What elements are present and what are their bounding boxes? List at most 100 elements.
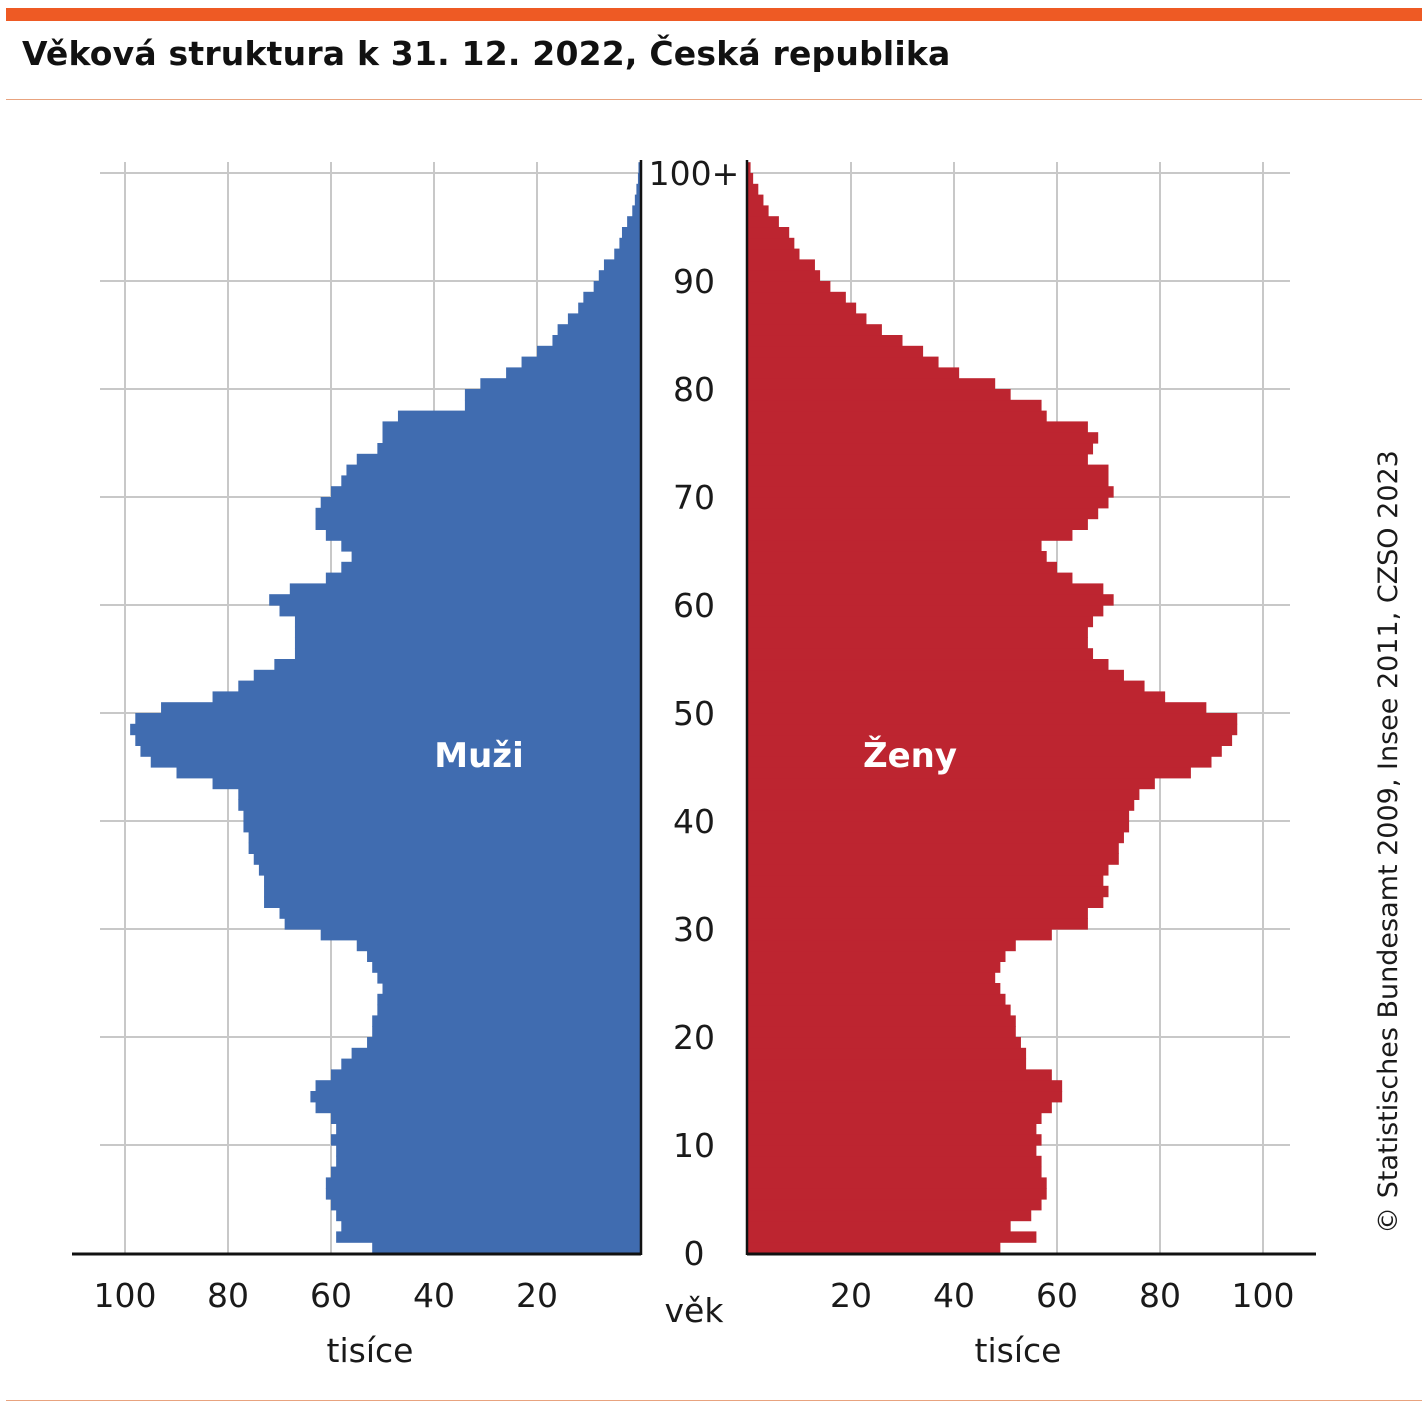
bar-male — [621, 227, 640, 239]
bar-male — [614, 248, 640, 260]
bar-male — [372, 1015, 640, 1027]
bar-male — [325, 529, 640, 541]
bar-male — [377, 993, 640, 1006]
bar-male — [367, 950, 640, 962]
bar-female — [748, 1101, 1052, 1114]
bar-male — [583, 291, 640, 304]
bar-female — [748, 821, 1130, 833]
bar-male — [150, 756, 640, 768]
bar-male — [377, 1004, 640, 1016]
bar-male — [284, 918, 640, 930]
bar-male — [382, 421, 640, 433]
bar-male — [382, 432, 640, 444]
bar-female — [748, 961, 1001, 973]
bar-male — [130, 723, 640, 736]
bar-female — [748, 345, 924, 358]
value-tick-right: 20 — [830, 1276, 872, 1315]
bar-male — [294, 637, 640, 649]
bar-male — [248, 831, 640, 844]
bar-female — [748, 572, 1073, 584]
bar-female — [748, 518, 1088, 530]
bar-male — [212, 777, 641, 790]
bar-female — [748, 885, 1109, 898]
bar-male — [341, 540, 640, 552]
value-tick-right: 40 — [933, 1276, 975, 1315]
bar-female — [748, 637, 1088, 649]
chart-title: Věková struktura k 31. 12. 2022, Česká r… — [22, 34, 951, 73]
bar-female — [748, 216, 779, 228]
bar-female — [748, 734, 1233, 746]
series-label-male: Muži — [434, 736, 523, 776]
title-divider — [6, 99, 1422, 100]
bar-male — [294, 615, 640, 628]
bar-female — [748, 378, 996, 390]
bar-female — [748, 259, 815, 271]
bar-female — [748, 1134, 1042, 1146]
bar-female — [748, 1145, 1037, 1157]
bar-female — [748, 162, 751, 174]
bar-female — [748, 237, 795, 250]
bar-female — [748, 227, 790, 239]
bar-male — [356, 939, 640, 952]
bar-female — [748, 1199, 1042, 1211]
female-bars — [748, 162, 1238, 1254]
bar-male — [258, 864, 640, 876]
bar-female — [748, 583, 1104, 595]
bar-male — [243, 821, 640, 833]
age-tick-label: 50 — [673, 694, 715, 733]
bar-female — [748, 799, 1135, 811]
age-tick-label: 10 — [673, 1126, 715, 1165]
bar-female — [748, 1166, 1042, 1178]
bar-female — [748, 896, 1104, 908]
bar-female — [748, 270, 821, 282]
bar-male — [253, 669, 640, 682]
bar-female — [748, 702, 1207, 714]
age-tick-label: 20 — [673, 1018, 715, 1057]
bar-female — [748, 1091, 1063, 1103]
bar-male — [372, 1242, 640, 1254]
bar-male — [636, 183, 640, 196]
bar-male — [598, 270, 640, 282]
bar-female — [748, 864, 1109, 876]
bar-male — [506, 367, 640, 379]
bar-female — [748, 939, 1016, 952]
bar-female — [748, 1058, 1027, 1070]
tick-labels: 0 10 20 30 40 50 60 70 80 90 100+ 100 80 60 40 20 20 40 60… — [94, 154, 1295, 1315]
value-tick-right: 60 — [1036, 1276, 1078, 1315]
bar-male — [537, 345, 640, 358]
bar-female — [748, 1209, 1032, 1222]
bar-female — [748, 680, 1145, 692]
bar-male — [367, 1037, 640, 1049]
bar-female — [748, 713, 1238, 725]
age-tick-label: 90 — [673, 262, 715, 301]
bar-female — [748, 993, 1006, 1006]
bar-male — [464, 399, 640, 412]
bar-female — [748, 691, 1166, 703]
bar-male — [480, 378, 640, 390]
bar-male — [243, 810, 640, 822]
bar-female — [748, 605, 1104, 617]
bar-female — [748, 399, 1042, 412]
age-tick-label: 60 — [673, 586, 715, 625]
bar-male — [274, 659, 640, 671]
bar-female — [748, 1069, 1052, 1081]
bar-female — [748, 1015, 1016, 1027]
age-tick-label: 100+ — [649, 154, 740, 193]
bar-male — [627, 216, 640, 228]
bar-female — [748, 389, 1011, 401]
bar-male — [264, 885, 640, 898]
bar-female — [748, 443, 1094, 455]
bar-female — [748, 853, 1119, 865]
bar-female — [748, 756, 1212, 768]
bar-male — [638, 162, 640, 174]
bar-male — [238, 680, 641, 692]
bar-female — [748, 669, 1124, 682]
bar-male — [279, 907, 640, 919]
bar-female — [748, 907, 1088, 919]
bar-male — [521, 356, 640, 368]
bar-male — [341, 1220, 640, 1232]
bar-male — [346, 464, 640, 476]
bar-female — [748, 302, 857, 314]
bar-male — [331, 1112, 640, 1124]
bar-female — [748, 1004, 1011, 1016]
